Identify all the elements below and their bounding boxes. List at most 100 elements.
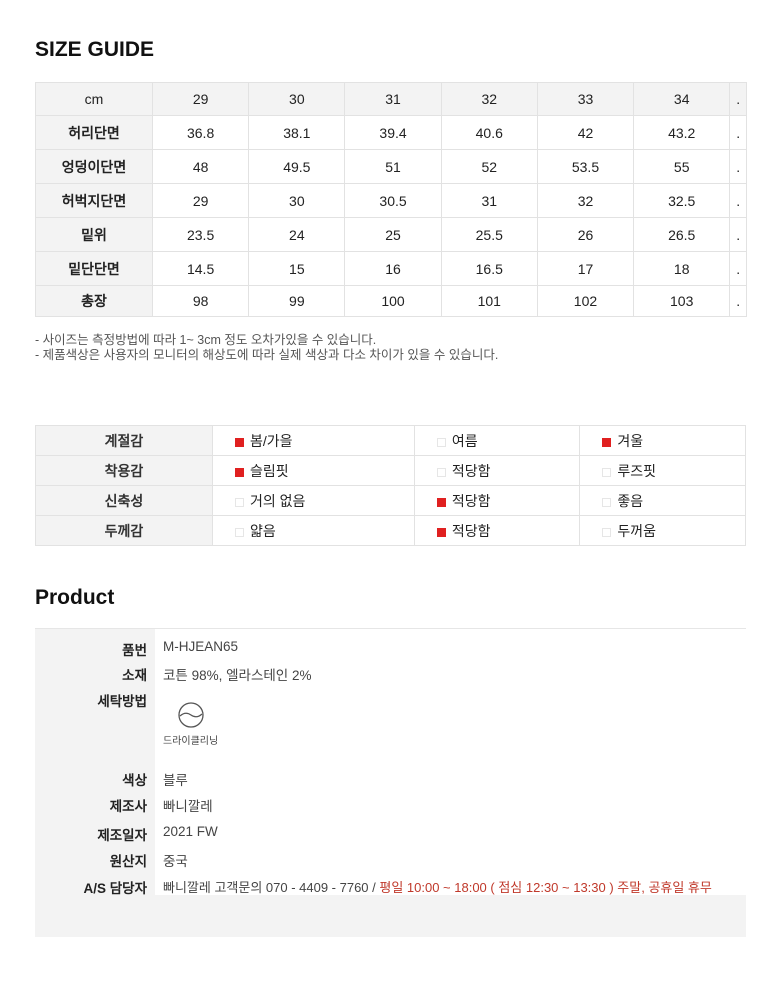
option-text: 여름 xyxy=(451,432,478,449)
table-row: cm 29 30 31 32 33 34. xyxy=(35,82,747,116)
cell: 29 xyxy=(151,183,250,218)
row-label: cm xyxy=(35,82,153,116)
checked-box-icon xyxy=(235,437,244,447)
cell: 32 xyxy=(536,183,635,218)
value: 중국 xyxy=(163,854,188,869)
cell: 31 xyxy=(344,82,442,116)
option-text: 얇음 xyxy=(250,522,276,539)
cell: 24 xyxy=(248,217,346,252)
option-text: 루즈핏 xyxy=(617,462,657,479)
property-table: 계절감 봄/가을 여름 겨울 착용감 슬림핏 적당함 루즈핏 신축성 거의 없음 적당함 좋음 두께감 얇… xyxy=(35,425,746,546)
property-row: 두께감 얇음 적당함 두꺼움 xyxy=(35,515,746,546)
table-row: 허리단면 36.8 38.1 39.4 40.6 42 43.2. xyxy=(35,115,747,150)
cell: 100 xyxy=(344,285,442,317)
property-label: 착용감 xyxy=(35,455,213,486)
property-option: 좋음 xyxy=(579,485,746,516)
label: A/S 담당자 xyxy=(83,881,147,896)
label: 세탁방법 xyxy=(97,694,147,709)
property-row: 계절감 봄/가을 여름 겨울 xyxy=(35,425,746,456)
value: 2021 FW xyxy=(163,824,218,839)
cell: 101 xyxy=(440,285,538,317)
unchecked-box-icon xyxy=(436,467,446,477)
cell: 31 xyxy=(440,183,538,218)
label: 색상 xyxy=(122,773,147,788)
cell: 32 xyxy=(440,82,538,116)
label: 제조일자 xyxy=(97,828,147,843)
cell: 53.5 xyxy=(536,149,635,184)
cell: 15 xyxy=(248,251,346,286)
option-text: 적당함 xyxy=(451,462,491,479)
option-text: 적당함 xyxy=(451,492,491,509)
value: 코튼 98%, 엘라스테인 2% xyxy=(163,668,312,683)
cell: 43.2 xyxy=(633,115,731,150)
option-text: 두꺼움 xyxy=(617,522,657,539)
cell: 55 xyxy=(633,149,731,184)
cell: 16.5 xyxy=(440,251,538,286)
property-option: 적당함 xyxy=(413,455,581,486)
cell: . xyxy=(729,183,747,218)
property-option: 얇음 xyxy=(212,515,415,546)
checked-box-icon xyxy=(602,437,612,447)
cell: 30.5 xyxy=(344,183,442,218)
row-wash: 세탁방법 xyxy=(35,690,746,709)
table-row: 밑단단면 14.5 15 16 16.5 17 18. xyxy=(35,251,747,286)
checked-box-icon xyxy=(436,497,446,507)
property-option: 두꺼움 xyxy=(579,515,746,546)
value: 블루 xyxy=(163,773,188,788)
dry-cleaning-icon xyxy=(177,702,204,728)
cell: 52 xyxy=(440,149,538,184)
cell: 16 xyxy=(344,251,442,286)
property-option: 슬림핏 xyxy=(212,455,415,486)
cell: 18 xyxy=(633,251,731,286)
product-info: 품번 M-HJEAN65 소재 코튼 98%, 엘라스테인 2% 세탁방법 드라이클… xyxy=(35,628,746,896)
unchecked-box-icon xyxy=(602,497,612,507)
cell: 29 xyxy=(151,82,250,116)
property-option: 거의 없음 xyxy=(212,485,415,516)
cell: 51 xyxy=(344,149,442,184)
cell: 39.4 xyxy=(344,115,442,150)
cell: 102 xyxy=(536,285,635,317)
option-text: 적당함 xyxy=(451,522,491,539)
cell: 36.8 xyxy=(151,115,250,150)
cell: . xyxy=(729,217,747,252)
cell: 32.5 xyxy=(633,183,731,218)
cell: . xyxy=(729,149,747,184)
row-maker: 제조사 빠니깔레 xyxy=(35,795,746,814)
cell: 23.5 xyxy=(151,217,250,252)
product-title: Product xyxy=(35,586,115,609)
row-date: 제조일자 2021 FW xyxy=(35,824,746,843)
label-column xyxy=(35,629,155,896)
cell: 99 xyxy=(248,285,346,317)
cell: 33 xyxy=(536,82,635,116)
cell: 40.6 xyxy=(440,115,538,150)
cell: 17 xyxy=(536,251,635,286)
cell: 103 xyxy=(633,285,731,317)
cell: 25 xyxy=(344,217,442,252)
size-guide-title: SIZE GUIDE xyxy=(35,38,155,61)
cell: 26.5 xyxy=(633,217,731,252)
row-as: A/S 담당자 빠니깔레 고객문의 070 - 4409 - 7760 / 평일 … xyxy=(35,877,746,896)
row-label: 밑위 xyxy=(35,217,153,252)
cell: . xyxy=(729,82,747,116)
row-label: 엉덩이단면 xyxy=(35,149,153,184)
unchecked-box-icon xyxy=(602,467,612,477)
note: - 제품색상은 사용자의 모니터의 해상도에 따라 실제 색상과 다소 차이가 … xyxy=(35,348,499,362)
property-label: 계절감 xyxy=(35,425,213,456)
cell: 34 xyxy=(633,82,731,116)
cell: 14.5 xyxy=(151,251,250,286)
property-option: 적당함 xyxy=(413,515,581,546)
unchecked-box-icon xyxy=(436,437,446,447)
property-option: 겨울 xyxy=(579,425,746,456)
unchecked-box-icon xyxy=(602,527,612,537)
wash-method: 드라이클리닝 xyxy=(163,701,218,747)
footer-bar xyxy=(35,895,746,937)
row-label: 허벅지단면 xyxy=(35,183,153,218)
cell: 30 xyxy=(248,82,346,116)
row-material: 소재 코튼 98%, 엘라스테인 2% xyxy=(35,664,746,683)
property-option: 봄/가을 xyxy=(212,425,415,456)
cell: 25.5 xyxy=(440,217,538,252)
label: 제조사 xyxy=(109,799,147,814)
checked-box-icon xyxy=(235,467,244,477)
note: - 사이즈는 측정방법에 따라 1~ 3cm 정도 오차가있을 수 있습니다. xyxy=(35,333,377,347)
property-option: 적당함 xyxy=(413,485,581,516)
